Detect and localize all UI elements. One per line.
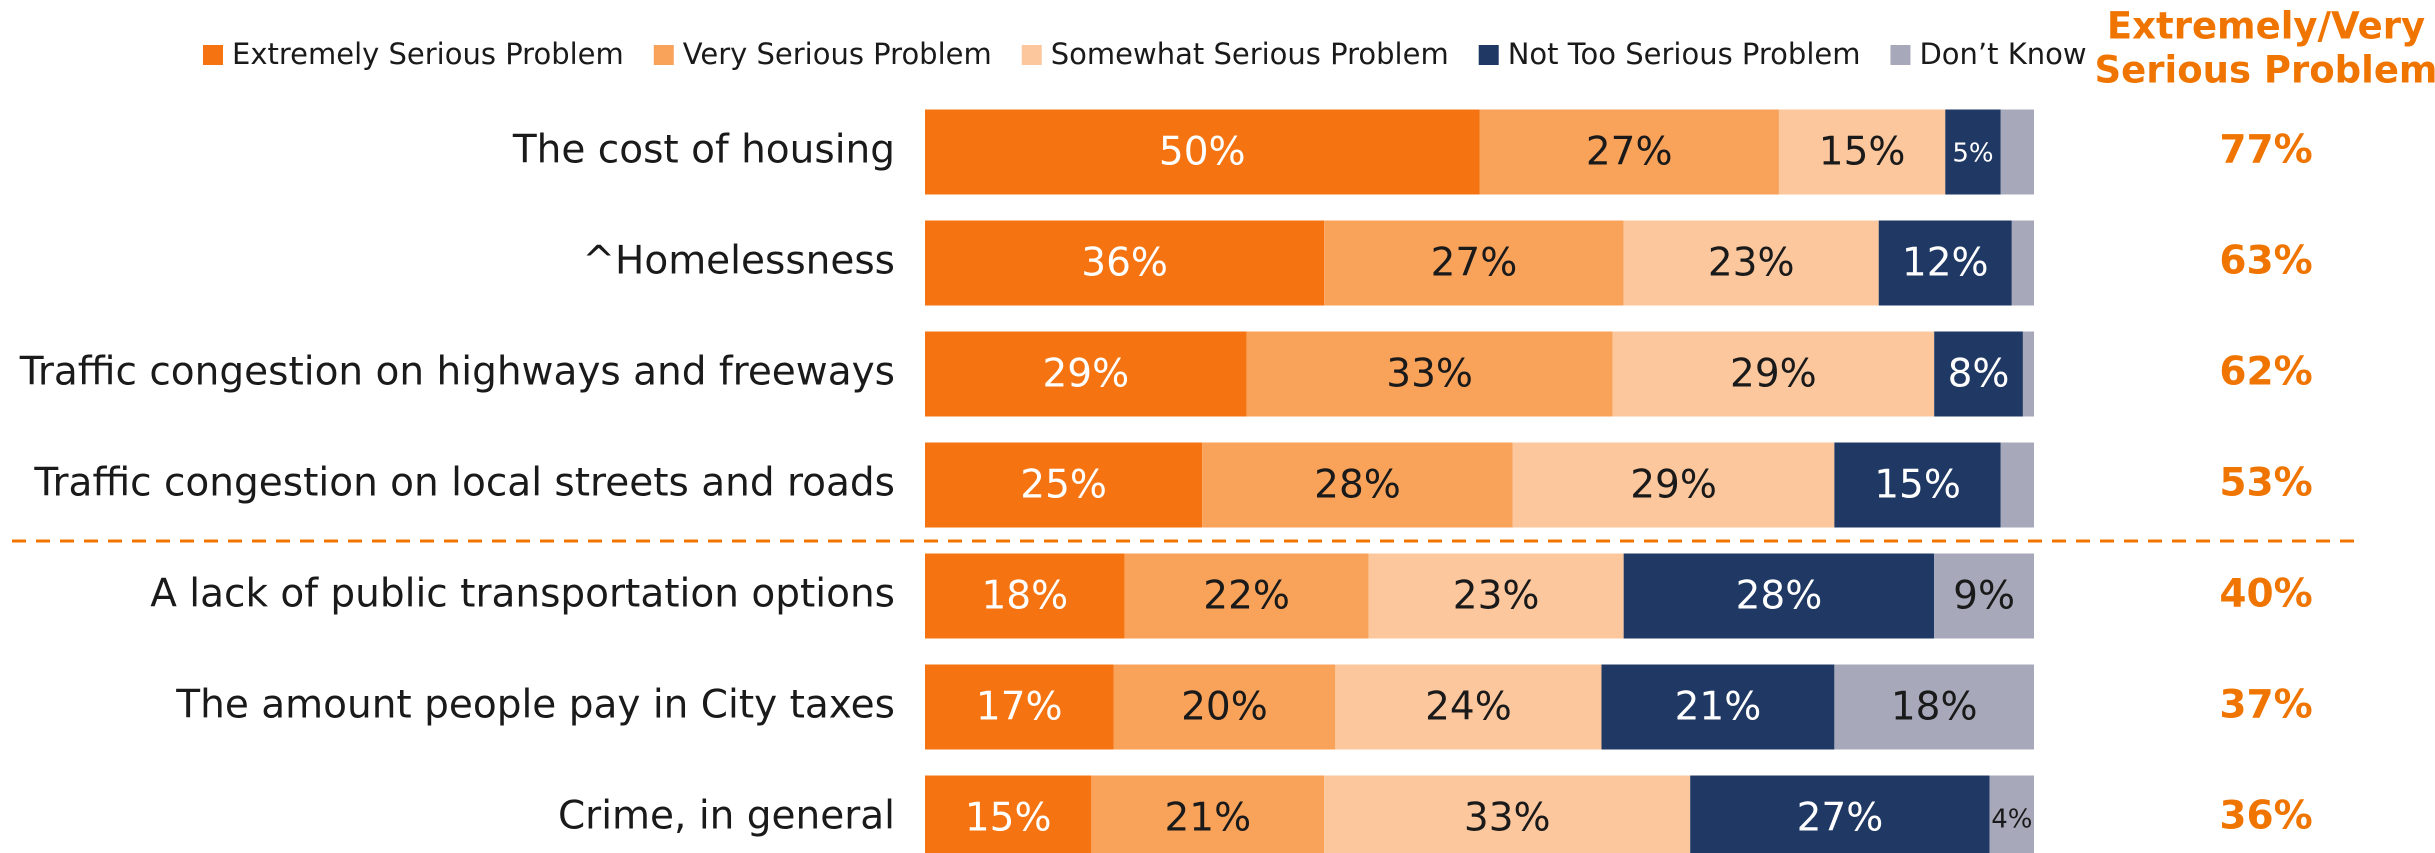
data-label: 36% <box>1081 241 1168 286</box>
bar-segment <box>925 109 1480 195</box>
legend-label: Don’t Know <box>1919 37 2086 71</box>
data-label: 17% <box>976 685 1063 730</box>
bar-segment <box>925 664 1114 750</box>
bar-segment <box>925 442 1203 528</box>
legend-label: Very Serious Problem <box>683 37 992 71</box>
bar-segment <box>1113 664 1336 750</box>
data-label: 15% <box>1874 463 1961 508</box>
bar-segment <box>1934 331 2023 417</box>
legend-label: Extremely Serious Problem <box>232 37 624 71</box>
data-label: 18% <box>981 574 1068 619</box>
bar-segment <box>1989 775 2034 853</box>
data-label: 21% <box>1675 685 1762 730</box>
bar-segment <box>1324 220 1624 306</box>
data-label: 9% <box>1953 574 2015 619</box>
data-label: 15% <box>965 796 1052 841</box>
category-label: ^Homelessness <box>582 239 895 284</box>
data-label: 27% <box>1797 796 1884 841</box>
total-label: 40% <box>2219 572 2312 617</box>
data-label: 27% <box>1431 241 1518 286</box>
bar-segment <box>2011 220 2034 306</box>
legend-swatch <box>203 45 223 65</box>
bar-segment <box>1246 331 1613 417</box>
bar-segment <box>1834 442 2001 528</box>
bar-segment <box>1091 775 1325 853</box>
category-label: The cost of housing <box>512 128 895 173</box>
bar-segment <box>2000 109 2034 195</box>
data-label: 50% <box>1159 130 1246 175</box>
data-label: 27% <box>1586 130 1673 175</box>
bar-segment <box>2000 442 2034 528</box>
bar-segment <box>1124 553 1369 639</box>
bar-segment <box>925 331 1247 417</box>
bar-segment <box>925 775 1092 853</box>
bar-segment <box>1778 109 1946 195</box>
legend-label: Not Too Serious Problem <box>1508 37 1861 71</box>
bar-segment <box>2022 331 2034 417</box>
bar-segment <box>1335 664 1602 750</box>
totals-title: Serious Problem <box>2095 49 2435 92</box>
data-label: 18% <box>1891 685 1978 730</box>
category-label: A lack of public transportation options <box>150 572 895 617</box>
legend-swatch <box>1478 45 1499 65</box>
legend-swatch <box>1021 45 1042 65</box>
bar-segment <box>1945 109 2001 195</box>
category-label: Traffic congestion on highways and freew… <box>19 350 895 395</box>
total-label: 36% <box>2219 794 2312 839</box>
legend-swatch <box>653 45 674 65</box>
bar-segment <box>1601 664 1835 750</box>
legend-swatch <box>1890 45 1911 65</box>
data-label: 33% <box>1386 352 1473 397</box>
data-label: 23% <box>1708 241 1795 286</box>
bar-segment <box>1623 220 1879 306</box>
data-label: 25% <box>1020 463 1107 508</box>
bar-segment <box>1834 664 2034 750</box>
data-label: 21% <box>1164 796 1251 841</box>
bar-segment <box>1324 775 1691 853</box>
totals-title: Extremely/Very <box>2107 5 2425 48</box>
data-label: 29% <box>1630 463 1717 508</box>
data-label: 28% <box>1314 463 1401 508</box>
bar-segment <box>1623 553 1935 639</box>
data-label: 20% <box>1181 685 1268 730</box>
bar-segment <box>1512 442 1835 528</box>
data-label: 24% <box>1425 685 1512 730</box>
data-label: 29% <box>1042 352 1129 397</box>
total-label: 37% <box>2219 683 2312 728</box>
data-label: 5% <box>1952 139 1993 169</box>
data-label: 29% <box>1730 352 1817 397</box>
data-label: 23% <box>1453 574 1540 619</box>
legend-label: Somewhat Serious Problem <box>1051 37 1449 71</box>
data-label: 28% <box>1736 574 1823 619</box>
data-label: 22% <box>1203 574 1290 619</box>
bar-segment <box>1202 442 1513 528</box>
bar-segment <box>925 553 1125 639</box>
data-label: 15% <box>1819 130 1906 175</box>
bar-segment <box>1612 331 1935 417</box>
total-label: 63% <box>2219 239 2312 284</box>
bar-segment <box>1878 220 2012 306</box>
data-label: 12% <box>1902 241 1989 286</box>
category-label: Crime, in general <box>558 794 895 839</box>
bar-segment <box>1479 109 1779 195</box>
total-label: 62% <box>2219 350 2312 395</box>
bar-segment <box>1368 553 1624 639</box>
bar-segment <box>925 220 1325 306</box>
bar-segment <box>1690 775 1990 853</box>
total-label: 77% <box>2219 128 2312 173</box>
bar-segment <box>1934 553 2034 639</box>
total-label: 53% <box>2219 461 2312 506</box>
data-label: 4% <box>1991 805 2032 835</box>
data-label: 8% <box>1948 352 2010 397</box>
category-label: Traffic congestion on local streets and … <box>33 461 895 506</box>
category-label: The amount people pay in City taxes <box>175 683 895 728</box>
data-label: 33% <box>1464 796 1551 841</box>
